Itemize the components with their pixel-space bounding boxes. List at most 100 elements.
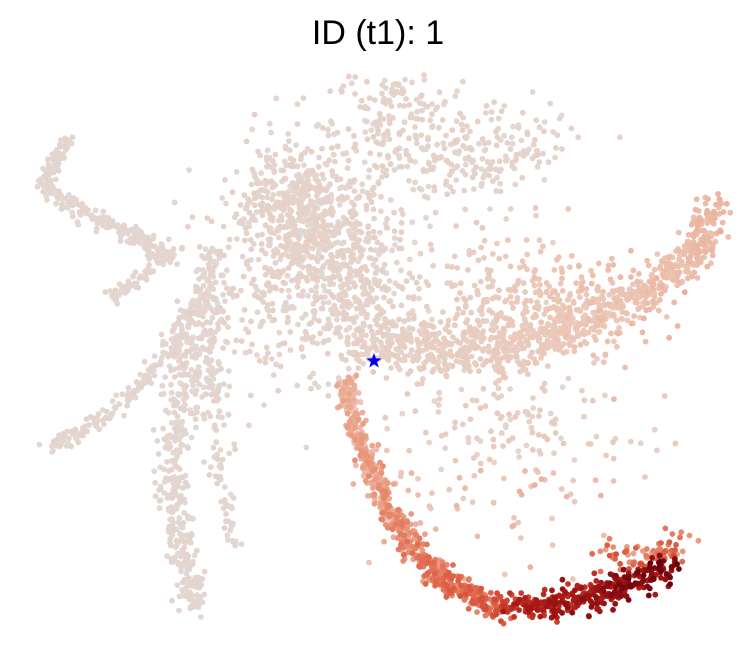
data-point: [378, 242, 385, 248]
data-point: [553, 145, 559, 151]
data-point: [531, 482, 538, 488]
data-point: [209, 245, 216, 252]
data-point: [469, 339, 475, 345]
data-point: [261, 402, 267, 408]
data-point: [518, 137, 525, 144]
data-point: [530, 395, 536, 401]
data-point: [352, 457, 358, 464]
data-point: [648, 273, 655, 279]
data-point: [471, 333, 478, 340]
data-point: [403, 96, 409, 102]
data-point: [466, 347, 472, 354]
data-point: [651, 293, 658, 300]
data-point: [462, 155, 469, 162]
data-point: [493, 188, 500, 194]
data-point: [416, 295, 422, 302]
data-point: [188, 562, 195, 568]
data-point: [551, 288, 558, 294]
data-point: [298, 344, 305, 351]
data-point: [113, 392, 119, 399]
data-point: [365, 174, 372, 181]
data-point: [46, 164, 52, 170]
data-point: [270, 191, 277, 198]
data-point: [94, 220, 101, 227]
data-point: [571, 498, 578, 505]
data-point: [168, 347, 175, 354]
data-point: [182, 401, 188, 408]
data-point: [624, 296, 630, 303]
data-point: [624, 317, 631, 324]
data-point: [68, 443, 75, 450]
data-point: [471, 472, 478, 479]
data-point: [405, 294, 412, 301]
data-point: [121, 412, 127, 419]
data-point: [280, 167, 287, 174]
data-point: [238, 338, 245, 344]
data-point: [604, 542, 611, 549]
data-point: [422, 581, 429, 587]
data-point: [618, 315, 625, 322]
data-point: [282, 194, 289, 201]
data-point: [325, 316, 332, 323]
data-point: [601, 600, 607, 607]
data-point: [589, 397, 596, 404]
data-point: [326, 228, 332, 235]
data-point: [224, 314, 231, 321]
data-point: [420, 365, 427, 371]
data-point: [366, 95, 373, 102]
data-point: [523, 297, 530, 304]
data-point: [454, 265, 461, 271]
data-point: [316, 318, 322, 324]
data-point: [478, 244, 484, 251]
data-point: [533, 467, 539, 473]
data-point: [566, 340, 572, 347]
data-point: [257, 323, 264, 330]
data-point: [619, 309, 626, 315]
data-point: [453, 502, 460, 509]
data-point: [179, 326, 185, 333]
data-point: [509, 318, 515, 325]
data-point: [350, 413, 357, 420]
data-point: [556, 115, 563, 122]
data-point: [112, 294, 119, 301]
data-point: [325, 126, 331, 133]
data-point: [365, 473, 372, 480]
data-point: [652, 591, 659, 598]
data-point: [367, 246, 374, 253]
data-point: [351, 202, 357, 208]
data-point: [661, 393, 668, 399]
data-point: [375, 180, 382, 187]
data-point: [412, 179, 418, 186]
data-point: [452, 457, 459, 464]
data-point: [372, 280, 378, 286]
data-point: [325, 325, 332, 332]
data-point: [394, 347, 401, 353]
data-point: [385, 480, 391, 487]
data-point: [266, 313, 273, 320]
data-point: [382, 77, 388, 84]
data-point: [294, 101, 301, 107]
data-point: [350, 280, 357, 286]
data-point: [397, 236, 403, 243]
data-point: [311, 271, 317, 277]
data-point: [436, 389, 442, 396]
data-point: [196, 276, 203, 282]
data-point: [391, 228, 398, 235]
data-point: [51, 165, 57, 172]
data-point: [385, 350, 392, 357]
data-point: [555, 298, 562, 305]
data-point: [205, 377, 212, 384]
data-point: [347, 403, 354, 410]
data-point: [408, 470, 415, 476]
data-point: [299, 315, 306, 321]
data-point: [242, 225, 249, 232]
data-point: [311, 226, 318, 233]
data-point: [172, 461, 179, 468]
data-point: [661, 287, 668, 294]
data-point: [446, 587, 452, 594]
data-point: [570, 477, 576, 484]
data-point: [412, 124, 418, 130]
data-point: [36, 441, 43, 448]
data-point: [406, 177, 412, 184]
data-point: [606, 552, 613, 559]
